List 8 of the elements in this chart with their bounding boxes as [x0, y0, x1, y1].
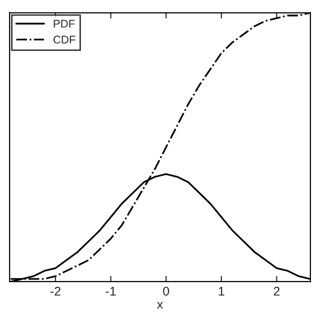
x-tick-label: -2 — [50, 286, 60, 296]
x-axis-title: x — [157, 302, 163, 309]
x-tick-label: 0 — [163, 286, 170, 296]
x-tick-label: 2 — [274, 286, 280, 296]
x-tick-label: 1 — [218, 286, 224, 296]
legend-label: PDF — [54, 20, 75, 28]
x-tick-label: -1 — [106, 286, 116, 296]
legend-label: CDF — [54, 36, 76, 44]
